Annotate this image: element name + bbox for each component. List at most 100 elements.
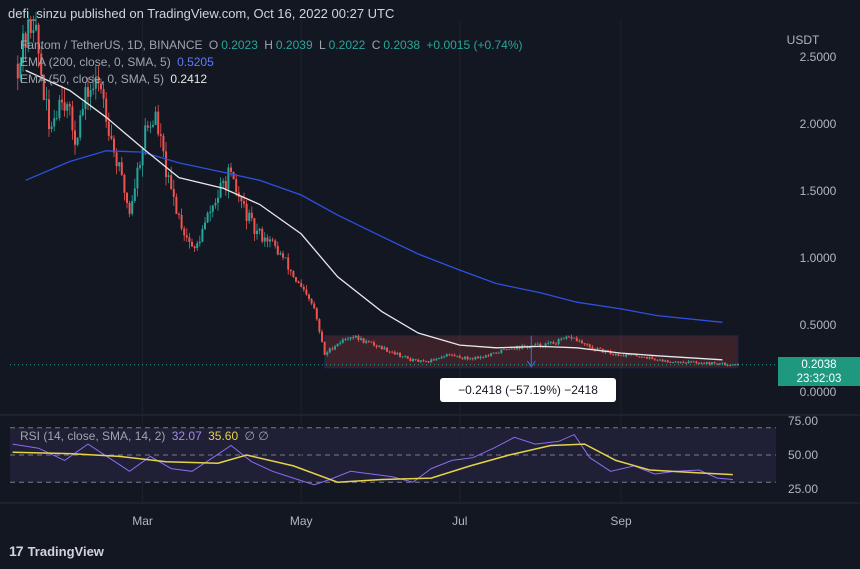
candle-body (222, 180, 225, 183)
candle-body (263, 237, 266, 242)
ema200-label: EMA (200, close, 0, SMA, 5) (20, 55, 171, 69)
candle-body (656, 359, 659, 361)
candle-body (685, 362, 687, 364)
candle-body (209, 211, 212, 214)
candle-body (474, 356, 477, 360)
candle-body (292, 271, 295, 278)
candle-body (383, 347, 386, 350)
candle-body (708, 362, 711, 365)
candle-body (136, 167, 139, 189)
candle-body (477, 356, 479, 359)
ema50-line (25, 69, 723, 361)
candle-body (414, 359, 417, 360)
candle-body (219, 182, 222, 198)
candle-body (274, 240, 277, 246)
candle-body (183, 228, 186, 236)
price-tick-label: 2.0000 (800, 117, 837, 131)
candle-body (638, 356, 641, 358)
candle-body (560, 338, 563, 340)
candle-body (152, 124, 154, 127)
candle-body (583, 343, 586, 345)
candle-body (487, 355, 490, 357)
candle-body (341, 339, 344, 343)
candle-body (178, 213, 180, 215)
candle-body (37, 24, 40, 54)
candle-body (443, 356, 446, 358)
candle-body (534, 344, 537, 346)
candle-body (79, 115, 82, 138)
candle-body (256, 230, 258, 234)
candle-body (302, 286, 305, 290)
candle-body (617, 354, 620, 356)
candle-body (666, 360, 669, 363)
price-tick-label: 2.5000 (800, 50, 837, 64)
candle-body (734, 364, 737, 366)
candle-body (425, 361, 427, 362)
currency-label: USDT (787, 33, 820, 47)
candle-body (578, 340, 581, 342)
candle-body (258, 228, 261, 231)
candle-body (399, 352, 401, 357)
rsi-extra: ∅ ∅ (244, 429, 269, 443)
candle-body (331, 348, 334, 350)
candle-body (386, 347, 388, 352)
candle-body (217, 197, 219, 203)
measure-label[interactable]: −0.2418 (−57.19%) −2418 (440, 378, 616, 402)
candle-body (427, 361, 430, 363)
candle-body (492, 352, 495, 354)
time-tick-label: Jul (452, 514, 467, 528)
candle-body (352, 337, 355, 339)
candle-body (547, 342, 550, 344)
candle-body (479, 356, 482, 359)
candle-body (695, 361, 698, 364)
candle-body (357, 335, 360, 340)
candle-body (113, 138, 115, 153)
candle-body (230, 167, 232, 172)
candle-body (107, 121, 110, 136)
candle-body (375, 345, 378, 347)
tradingview-brand[interactable]: 17 TradingView (9, 543, 104, 559)
candle-body (347, 338, 349, 340)
candle-body (568, 336, 570, 338)
ema50-legend[interactable]: EMA (50, close, 0, SMA, 5) 0.2412 (20, 72, 210, 86)
candle-body (328, 348, 331, 353)
candle-body (557, 338, 560, 345)
candle-body (297, 281, 300, 284)
ema200-value: 0.5205 (177, 55, 214, 69)
candle-body (451, 354, 453, 356)
candle-body (705, 362, 708, 364)
candle-body (677, 361, 680, 363)
candle-body (388, 351, 391, 353)
ema200-legend[interactable]: EMA (200, close, 0, SMA, 5) 0.5205 (20, 55, 217, 69)
candle-body (198, 241, 201, 244)
rsi-legend[interactable]: RSI (14, close, SMA, 14, 2) 32.07 35.60 … (20, 429, 272, 443)
candle-body (295, 277, 297, 282)
candle-body (100, 83, 102, 90)
candle-body (430, 359, 433, 363)
candle-body (206, 213, 209, 223)
symbol-name[interactable]: Fantom / TetherUS, 1D, BINANCE (20, 38, 203, 52)
candle-body (336, 343, 339, 347)
candle-body (575, 337, 578, 342)
candle-body (24, 33, 27, 48)
candle-body (700, 363, 703, 364)
candle-body (469, 358, 472, 360)
candle-body (61, 99, 63, 103)
candle-body (159, 134, 162, 136)
candle-body (318, 319, 321, 332)
rsi-value: 32.07 (171, 429, 202, 443)
candle-body (289, 269, 292, 272)
candles-group (16, 11, 739, 367)
price-tick-label: 1.0000 (800, 251, 837, 265)
candle-body (409, 358, 412, 362)
candle-body (261, 228, 264, 242)
candle-body (698, 363, 700, 364)
candle-body (505, 349, 508, 350)
candle-body (490, 353, 492, 356)
candle-body (276, 245, 279, 255)
candle-body (339, 342, 342, 344)
candle-body (539, 343, 542, 347)
candle-body (165, 151, 167, 177)
candle-body (438, 358, 440, 360)
